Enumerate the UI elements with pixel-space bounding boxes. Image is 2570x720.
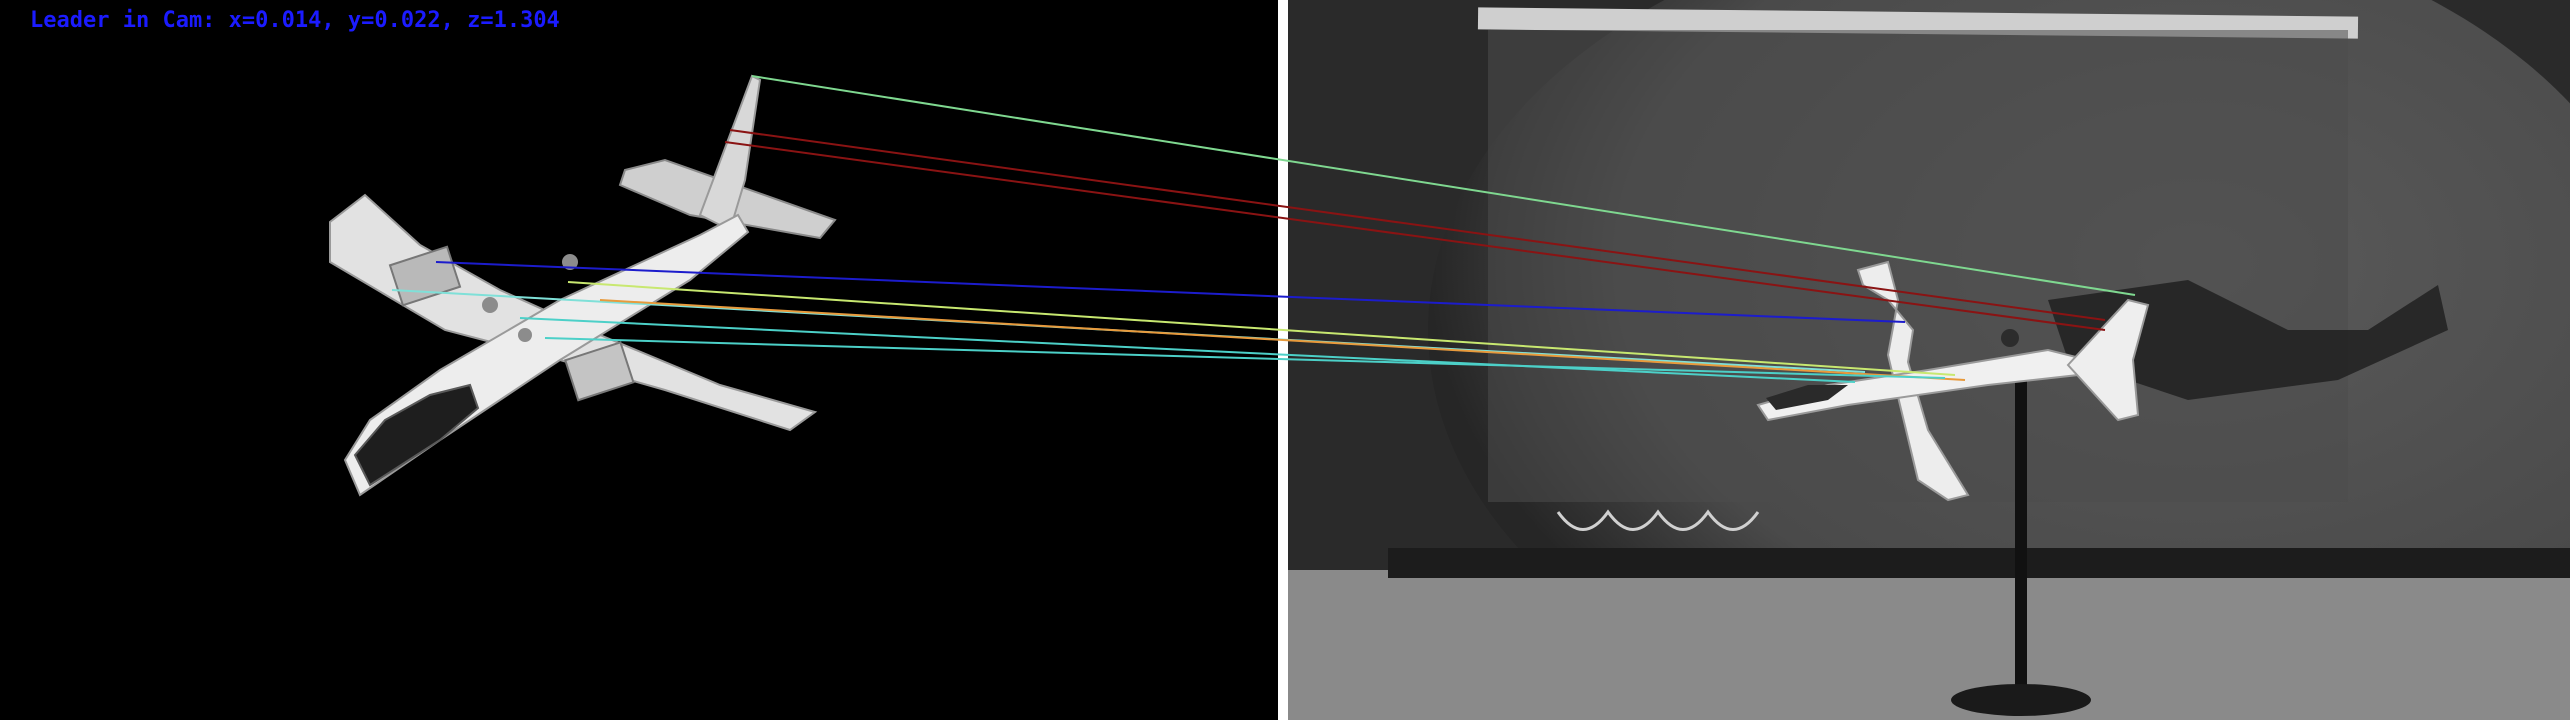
match-line — [752, 76, 2135, 295]
match-line — [730, 130, 2105, 320]
match-line — [436, 262, 1905, 322]
match-line — [600, 300, 1965, 380]
match-line — [545, 338, 1945, 378]
match-line — [520, 318, 1855, 382]
